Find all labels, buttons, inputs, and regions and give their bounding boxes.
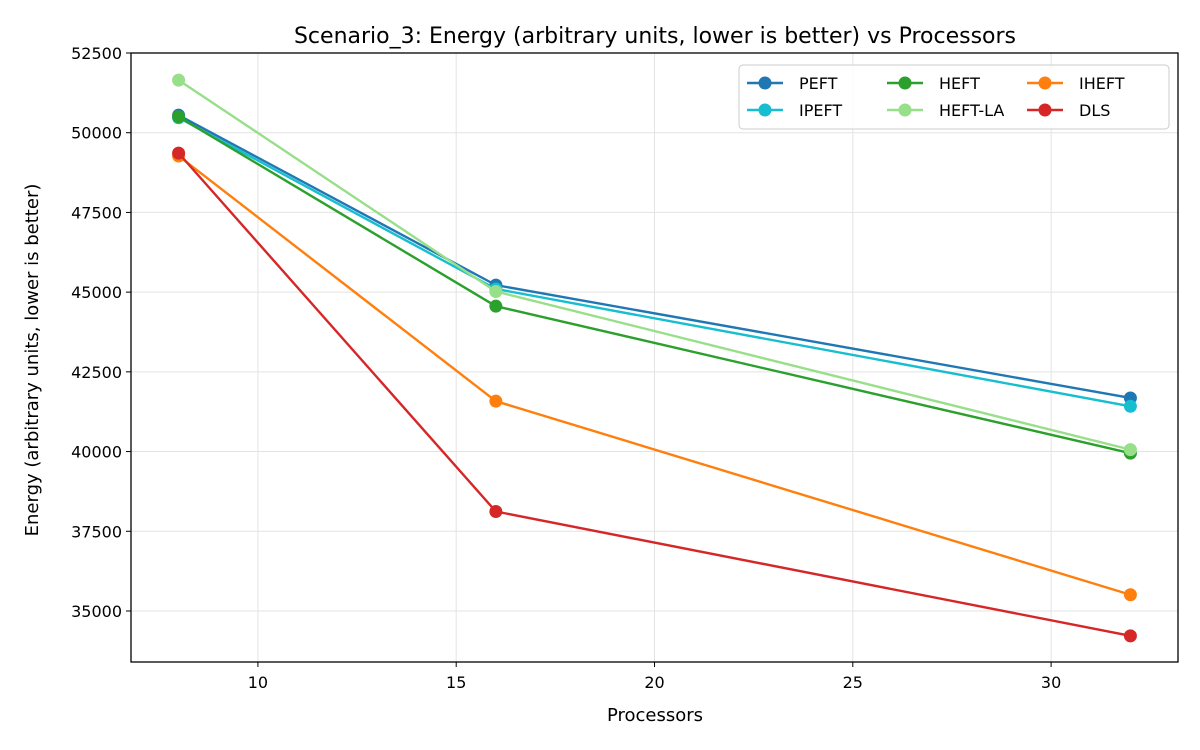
legend-label: HEFT-LA	[939, 101, 1004, 120]
data-point	[172, 146, 186, 160]
legend-swatch-marker	[898, 76, 912, 90]
series-heft-la	[172, 73, 1137, 457]
legend-box	[738, 64, 1170, 130]
x-tick-label: 10	[248, 673, 268, 692]
data-point	[1123, 588, 1137, 602]
x-axis-ticks: 10 15 20 25 30	[248, 662, 1061, 692]
legend-item-peft: PEFT	[747, 74, 838, 93]
legend-swatch-marker	[758, 76, 772, 90]
series-layer	[172, 73, 1137, 643]
legend-label: PEFT	[799, 74, 838, 93]
legend-swatch-marker	[898, 103, 912, 117]
legend-item-iheft: IHEFT	[1027, 74, 1125, 93]
legend: PEFT IPEFT HEFT HEFT-LA IHEFT DLS	[738, 64, 1170, 130]
y-tick-label: 42500	[71, 363, 122, 382]
y-tick-label: 35000	[71, 602, 122, 621]
chart-title: Scenario_3: Energy (arbitrary units, low…	[294, 24, 1016, 49]
data-point	[1123, 443, 1137, 457]
legend-swatch-marker	[1038, 103, 1052, 117]
plot-frame	[130, 52, 1179, 663]
y-tick-label: 50000	[71, 124, 122, 143]
legend-label: DLS	[1079, 101, 1110, 120]
legend-swatch-marker	[1038, 76, 1052, 90]
legend-item-dls: DLS	[1027, 101, 1110, 120]
legend-item-heft-la: HEFT-LA	[887, 101, 1004, 120]
legend-item-heft: HEFT	[887, 74, 980, 93]
data-point	[489, 299, 503, 313]
legend-label: IHEFT	[1079, 74, 1125, 93]
grid	[131, 52, 1178, 662]
legend-label: IPEFT	[799, 101, 842, 120]
data-point	[172, 73, 186, 87]
legend-swatch-marker	[758, 103, 772, 117]
y-tick-label: 52500	[71, 44, 122, 63]
series-iheft	[172, 149, 1137, 602]
x-tick-label: 30	[1041, 673, 1061, 692]
data-point	[172, 110, 186, 124]
legend-label: HEFT	[939, 74, 980, 93]
x-tick-label: 20	[644, 673, 664, 692]
x-axis-label: Processors	[607, 705, 703, 726]
data-point	[489, 284, 503, 298]
data-point	[489, 505, 503, 519]
data-point	[1123, 629, 1137, 643]
legend-item-ipeft: IPEFT	[747, 101, 842, 120]
y-tick-label: 37500	[71, 522, 122, 541]
y-axis-ticks: 35000 37500 40000 42500 45000 47500 50000 52500	[71, 44, 131, 621]
x-tick-label: 15	[446, 673, 466, 692]
data-point	[489, 394, 503, 408]
y-tick-label: 47500	[71, 203, 122, 222]
y-axis-label: Energy (arbitrary units, lower is better…	[22, 184, 43, 537]
data-point	[1123, 399, 1137, 413]
y-tick-label: 40000	[71, 443, 122, 462]
series-heft	[172, 110, 1137, 460]
x-tick-label: 25	[843, 673, 863, 692]
series-dls	[172, 146, 1137, 643]
y-tick-label: 45000	[71, 283, 122, 302]
